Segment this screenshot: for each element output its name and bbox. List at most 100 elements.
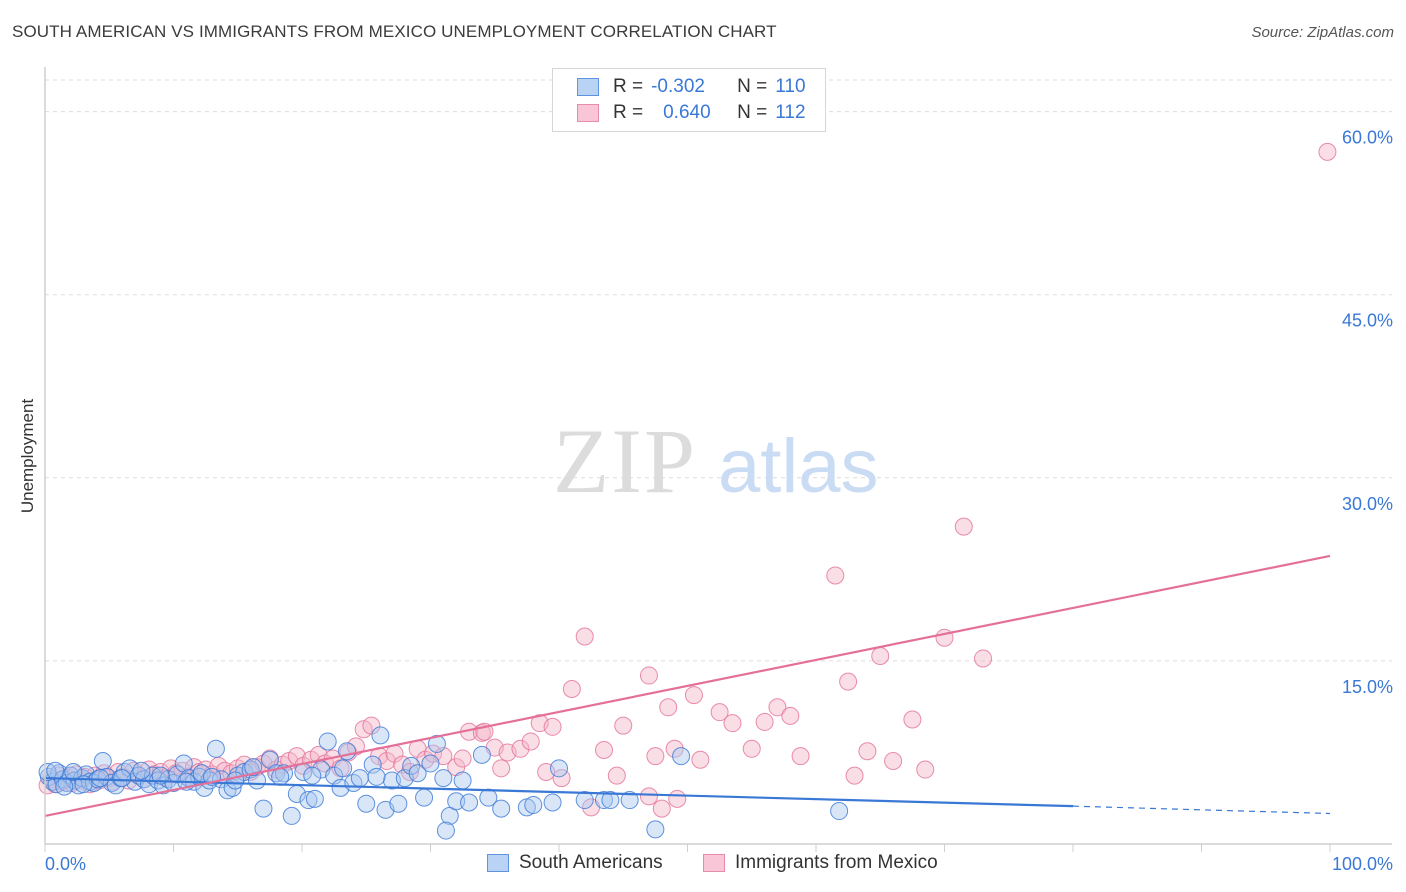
chart-title: SOUTH AMERICAN VS IMMIGRANTS FROM MEXICO… <box>12 22 777 41</box>
y-axis-label: Unemployment <box>18 398 37 514</box>
south-americans-trend-extension <box>1072 805 1331 815</box>
immigrants-from-mexico-point <box>768 698 787 717</box>
immigrants-from-mexico-point <box>884 751 903 770</box>
immigrants-from-mexico-point <box>916 760 935 779</box>
legend-swatch-blue <box>577 78 599 96</box>
legend-item-label: South Americans <box>519 852 663 873</box>
immigrants-from-mexico-point <box>639 666 658 685</box>
watermark: ZIP atlas <box>553 410 879 512</box>
south-americans-point <box>299 791 318 810</box>
south-americans-point <box>594 791 613 810</box>
south-americans-point <box>434 769 453 788</box>
legend-item-immigrants-from-mexico: Immigrants from Mexico <box>703 852 938 874</box>
south-americans-point <box>492 799 511 818</box>
legend-item-label: Immigrants from Mexico <box>735 852 938 873</box>
south-americans-point <box>427 734 446 753</box>
legend-row-south-americans: R = -0.302 N = 110 <box>577 75 806 99</box>
immigrants-from-mexico-point <box>393 755 412 774</box>
y-tick-label: 15.0% <box>1342 677 1393 697</box>
south-americans-point <box>218 781 237 800</box>
legend-swatch-pink <box>577 104 599 122</box>
legend-swatch-pink <box>703 854 725 872</box>
south-americans-point <box>402 756 421 775</box>
south-americans-point <box>472 745 491 764</box>
south-americans-point <box>244 758 263 777</box>
immigrants-from-mexico-point <box>668 789 687 808</box>
south-americans-point <box>550 759 568 778</box>
south-americans-point <box>226 771 245 790</box>
source-label: Source: ZipAtlas.com <box>1251 24 1394 41</box>
y-tick-label: 60.0% <box>1342 128 1393 148</box>
immigrants-from-mexico-point <box>781 706 800 725</box>
immigrants-from-mexico-point <box>723 714 742 733</box>
south-americans-point <box>55 777 74 796</box>
south-americans-point <box>334 759 353 778</box>
legend-r-label: R = <box>613 76 644 97</box>
south-americans-point <box>575 791 594 810</box>
south-americans-point <box>46 761 65 780</box>
legend-row-immigrants-from-mexico: R = 0.640 N = 112 <box>577 101 806 125</box>
south-americans-point <box>415 788 434 807</box>
south-americans-points <box>38 726 849 840</box>
legend-r-label: R = <box>613 102 644 123</box>
south-americans-point <box>64 762 83 781</box>
immigrants-from-mexico-point <box>346 737 365 756</box>
south-americans-point <box>318 732 337 751</box>
legend-n-value: 110 <box>775 76 806 97</box>
immigrants-from-mexico-point <box>575 627 594 646</box>
south-americans-point <box>282 806 301 825</box>
trend-lines <box>44 554 1331 818</box>
south-americans-point <box>389 794 408 813</box>
immigrants-from-mexico-point <box>400 762 419 781</box>
south-americans-point <box>113 769 132 788</box>
south-americans-point <box>93 751 112 770</box>
watermark-zip: ZIP <box>553 410 697 512</box>
axes: 15.0% 30.0% 45.0% 60.0% 0.0% 100.0% <box>44 67 1393 874</box>
legend-n-label: N = <box>737 76 768 97</box>
immigrants-from-mexico-point <box>377 751 396 770</box>
south-americans-point <box>408 764 427 783</box>
south-americans-point <box>151 766 170 785</box>
immigrants-from-mexico-point <box>974 649 993 668</box>
south-americans-point <box>357 794 376 813</box>
immigrants-from-mexico-point <box>639 787 658 806</box>
south-americans-point <box>337 742 356 761</box>
immigrants-from-mexico-point <box>839 672 858 691</box>
immigrants-from-mexico-point <box>903 710 922 729</box>
immigrants-from-mexico-trend-line <box>44 554 1331 818</box>
legend-swatch-blue <box>487 854 509 872</box>
immigrants-from-mexico-point <box>684 686 703 705</box>
immigrants-from-mexico-point <box>646 747 665 766</box>
south-americans-point <box>620 791 639 810</box>
south-americans-point <box>206 739 225 758</box>
legend-n-value: 112 <box>775 102 806 123</box>
south-americans-point <box>367 767 386 786</box>
immigrants-from-mexico-point <box>659 698 678 717</box>
x-tick-label-min: 0.0% <box>45 854 86 874</box>
immigrants-from-mexico-point <box>954 517 973 536</box>
south-americans-point <box>436 821 455 840</box>
watermark-atlas: atlas <box>718 424 879 509</box>
immigrants-from-mexico-point <box>710 703 729 722</box>
immigrants-from-mexico-point <box>742 739 761 758</box>
immigrants-from-mexico-point <box>614 716 633 735</box>
immigrants-from-mexico-point <box>521 732 540 751</box>
immigrants-from-mexico-point <box>1318 142 1337 161</box>
south-americans-point <box>447 792 466 811</box>
south-americans-point <box>421 754 440 773</box>
legend-item-south-americans: South Americans <box>487 852 663 874</box>
immigrants-from-mexico-point <box>858 742 877 761</box>
south-americans-point <box>453 771 472 790</box>
immigrants-from-mexico-point <box>492 759 511 778</box>
south-americans-point <box>271 767 290 786</box>
south-americans-point <box>363 755 382 774</box>
immigrants-from-mexico-point <box>594 741 613 760</box>
south-americans-point <box>524 795 543 814</box>
south-americans-point <box>371 726 390 745</box>
series-legend: South Americans Immigrants from Mexico <box>0 852 1406 876</box>
y-tick-label: 30.0% <box>1342 494 1393 514</box>
immigrants-from-mexico-point <box>562 679 581 698</box>
legend-r-value: -0.302 <box>651 76 705 97</box>
south-americans-point <box>601 791 620 810</box>
